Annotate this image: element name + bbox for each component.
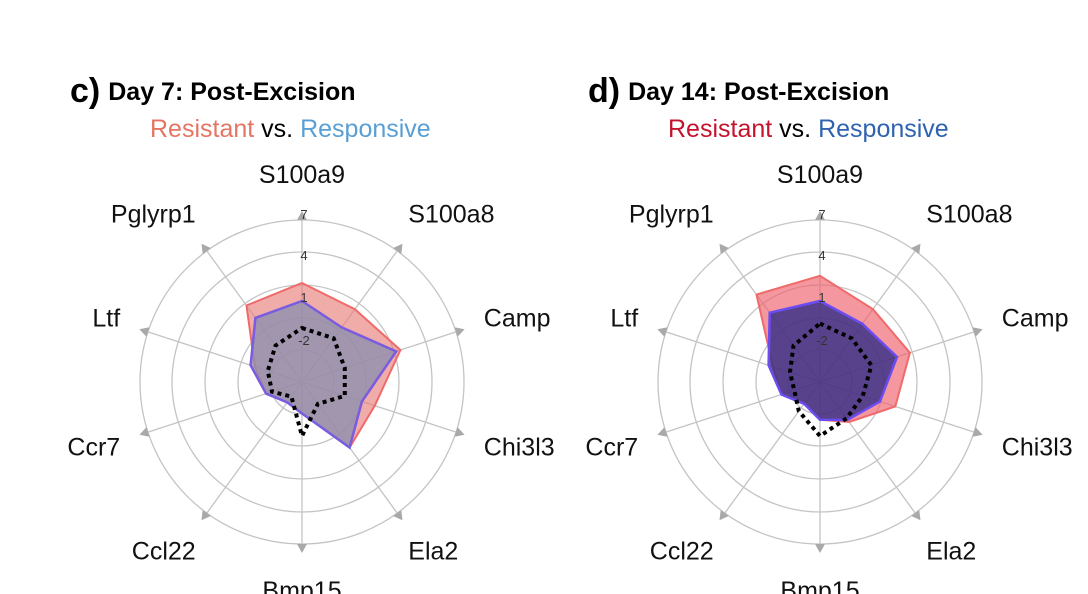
category-label: S100a9 xyxy=(777,161,863,189)
category-label: Ccr7 xyxy=(67,433,120,461)
radar-chart-day14: -2 1 4 7 S100a9 S100a8 Camp Chi3l3 Ela2 Bmp15 Ccl2… xyxy=(585,161,1072,594)
radial-tick-label: 4 xyxy=(300,248,307,263)
category-label: Pglyrp1 xyxy=(111,201,196,229)
category-label: Ccl22 xyxy=(650,537,714,565)
responsive-label: Responsive xyxy=(818,115,949,143)
category-label: Ccr7 xyxy=(585,433,638,461)
axis-end-marker xyxy=(201,510,211,521)
series-responsive-area xyxy=(249,299,399,450)
axis-end-marker xyxy=(297,211,307,220)
axis-end-marker xyxy=(393,243,403,254)
axis-end-marker xyxy=(815,544,825,553)
resistant-label: Resistant xyxy=(150,115,255,143)
axis-end-marker xyxy=(657,427,668,437)
panel-title: Day 14: Post-Excision xyxy=(628,78,890,106)
category-label: Ltf xyxy=(92,305,120,333)
vs-label: vs. xyxy=(261,115,294,143)
category-label: Pglyrp1 xyxy=(629,201,714,229)
category-label: S100a9 xyxy=(259,161,345,189)
category-label: Ela2 xyxy=(408,537,458,565)
axis-end-marker xyxy=(911,243,921,254)
radial-tick-label: 1 xyxy=(300,290,307,305)
panel-letter: d) xyxy=(588,72,621,110)
responsive-label: Responsive xyxy=(300,115,431,143)
series-baseline-line xyxy=(787,321,874,439)
radial-tick-label: -2 xyxy=(816,333,828,348)
category-label: Camp xyxy=(1002,305,1069,333)
panel-header: d) Day 14: Post-Excision xyxy=(588,72,889,111)
panel-c: c) Day 7: Post-Excision Resistant vs. Res… xyxy=(0,0,554,594)
radial-tick-label: 7 xyxy=(818,207,825,222)
axis-end-marker xyxy=(972,427,983,437)
category-label: Ccl22 xyxy=(132,537,196,565)
axis-end-marker xyxy=(297,544,307,553)
category-label: Camp xyxy=(484,305,551,333)
comparison-subtitle: Resistant vs. Responsive xyxy=(150,115,431,144)
axis-end-marker xyxy=(719,510,729,521)
category-label: S100a8 xyxy=(926,201,1012,229)
radial-tick-label: 1 xyxy=(818,290,825,305)
category-label: Chi3l3 xyxy=(484,433,555,461)
axis-end-marker xyxy=(454,427,465,437)
resistant-label: Resistant xyxy=(668,115,773,143)
panel-letter: c) xyxy=(70,72,101,110)
vs-label: vs. xyxy=(779,115,812,143)
axis-end-marker xyxy=(454,327,465,337)
axis-end-marker xyxy=(719,243,729,254)
category-label: Bmp15 xyxy=(262,577,341,594)
axis-end-marker xyxy=(393,510,403,521)
axis-end-marker xyxy=(657,327,668,337)
category-label: Ela2 xyxy=(926,537,976,565)
radial-tick-label: 7 xyxy=(300,207,307,222)
category-label: Ltf xyxy=(610,305,638,333)
axis-end-marker xyxy=(911,510,921,521)
panel-header: c) Day 7: Post-Excision xyxy=(70,72,356,111)
comparison-subtitle: Resistant vs. Responsive xyxy=(668,115,949,144)
category-label: S100a8 xyxy=(408,201,494,229)
radial-tick-label: 4 xyxy=(818,248,825,263)
panel-d: d) Day 14: Post-Excision Resistant vs. Re… xyxy=(518,0,1072,594)
category-label: Bmp15 xyxy=(780,577,859,594)
axis-end-marker xyxy=(139,427,150,437)
radial-tick-label: -2 xyxy=(298,333,310,348)
radar-chart-day7: -2 1 4 7 S100a9 S100a8 Camp Chi3l3 Ela2 Bmp15 Ccl2… xyxy=(67,161,554,594)
axis-end-marker xyxy=(139,327,150,337)
axis-end-marker xyxy=(815,211,825,220)
axis-end-marker xyxy=(972,327,983,337)
series-responsive-area xyxy=(767,299,899,422)
category-label: Chi3l3 xyxy=(1002,433,1073,461)
axis-spoke xyxy=(206,381,303,514)
panel-title: Day 7: Post-Excision xyxy=(108,78,356,106)
axis-end-marker xyxy=(201,243,211,254)
